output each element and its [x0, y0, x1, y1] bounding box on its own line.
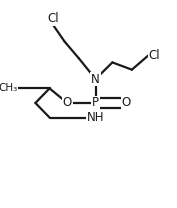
Text: O: O	[63, 97, 72, 109]
Text: NH: NH	[87, 111, 104, 124]
Text: Cl: Cl	[149, 49, 160, 62]
Text: N: N	[91, 73, 100, 85]
Text: Cl: Cl	[47, 12, 59, 25]
Text: P: P	[92, 97, 99, 109]
Text: O: O	[121, 97, 130, 109]
Text: CH₃: CH₃	[0, 83, 18, 93]
